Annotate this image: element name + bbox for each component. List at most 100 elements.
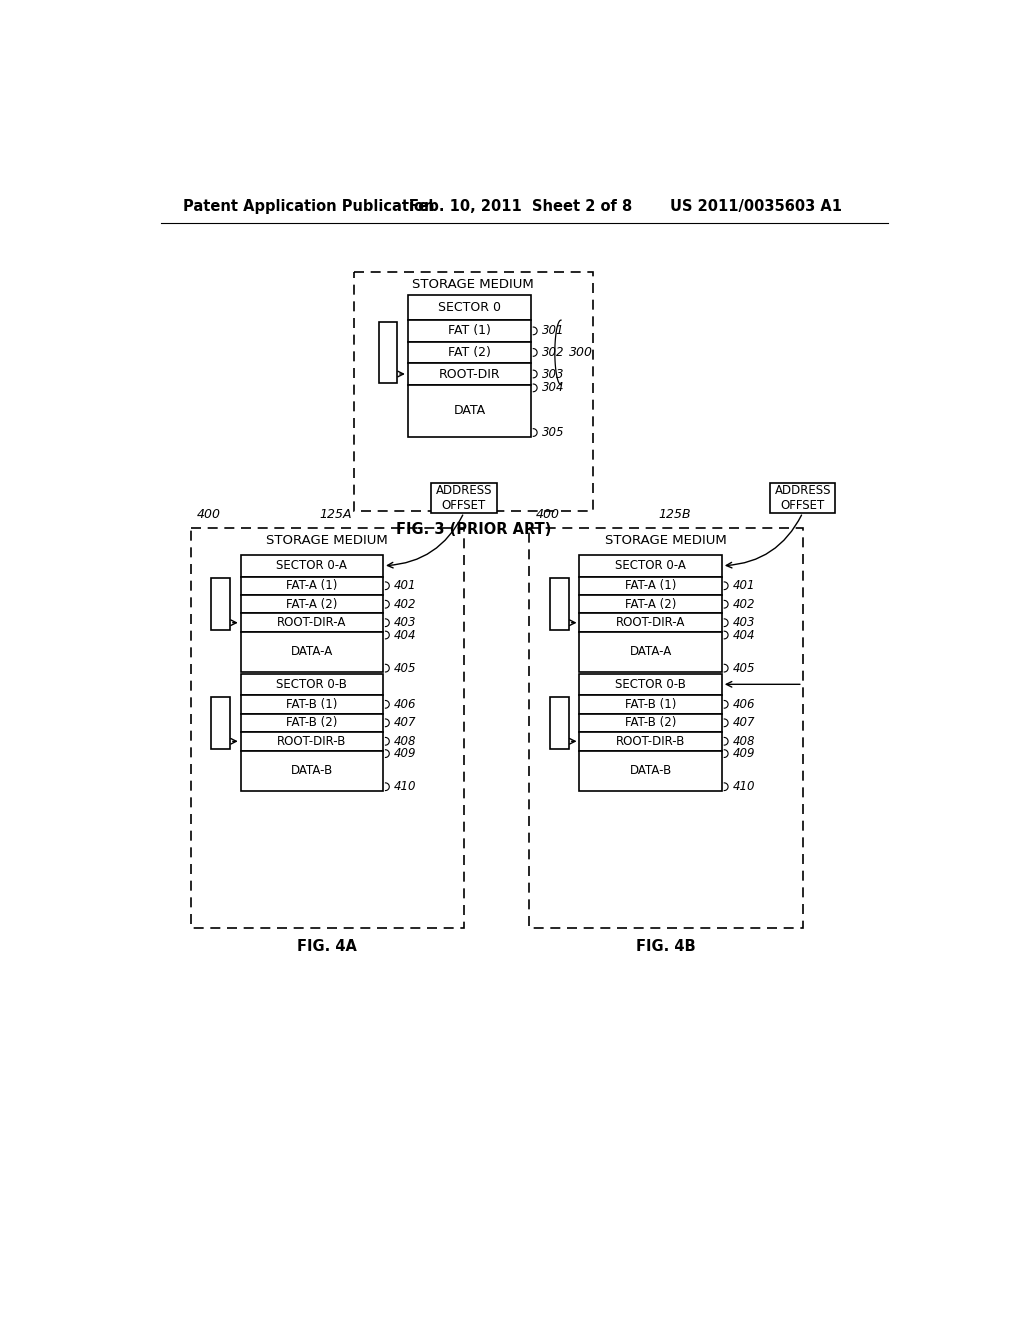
- Text: 125A: 125A: [319, 508, 352, 520]
- Text: ROOT-DIR-A: ROOT-DIR-A: [616, 616, 685, 630]
- Text: FIG. 4A: FIG. 4A: [297, 940, 357, 954]
- Text: FIG. 4B: FIG. 4B: [636, 940, 696, 954]
- Text: 403: 403: [733, 616, 756, 630]
- Text: 404: 404: [394, 628, 417, 642]
- Text: 406: 406: [733, 698, 756, 711]
- Text: DATA-A: DATA-A: [630, 645, 672, 659]
- Text: FAT-B (1): FAT-B (1): [625, 698, 677, 711]
- Text: 125B: 125B: [658, 508, 691, 520]
- Text: ROOT-DIR-A: ROOT-DIR-A: [278, 616, 346, 630]
- Bar: [580, 751, 722, 791]
- Text: SECTOR 0-B: SECTOR 0-B: [615, 677, 686, 690]
- Text: 402: 402: [394, 598, 417, 611]
- Text: 407: 407: [733, 717, 756, 730]
- Text: ROOT-DIR: ROOT-DIR: [438, 367, 500, 380]
- Text: ADDRESS
OFFSET: ADDRESS OFFSET: [436, 484, 493, 512]
- Bar: [408, 385, 531, 437]
- Text: 408: 408: [394, 735, 417, 748]
- Text: FAT-A (1): FAT-A (1): [625, 579, 677, 593]
- Text: 305: 305: [542, 426, 564, 440]
- Text: Feb. 10, 2011  Sheet 2 of 8: Feb. 10, 2011 Sheet 2 of 8: [410, 198, 633, 214]
- Text: STORAGE MEDIUM: STORAGE MEDIUM: [605, 533, 727, 546]
- Text: DATA-B: DATA-B: [630, 764, 672, 777]
- Text: SECTOR 0-B: SECTOR 0-B: [276, 677, 347, 690]
- Bar: [408, 296, 531, 321]
- Text: FAT-A (2): FAT-A (2): [286, 598, 338, 611]
- Text: FIG. 3 (PRIOR ART): FIG. 3 (PRIOR ART): [395, 521, 551, 537]
- Text: 403: 403: [394, 616, 417, 630]
- Bar: [408, 363, 531, 385]
- Bar: [550, 697, 568, 748]
- Text: DATA-A: DATA-A: [291, 645, 333, 659]
- Text: 300: 300: [569, 346, 594, 359]
- Text: DATA: DATA: [454, 404, 485, 417]
- Bar: [241, 632, 383, 672]
- Text: 400: 400: [197, 508, 221, 520]
- Bar: [408, 321, 531, 342]
- Bar: [580, 554, 722, 577]
- Text: 407: 407: [394, 717, 417, 730]
- Text: 401: 401: [394, 579, 417, 593]
- Text: 408: 408: [733, 735, 756, 748]
- Bar: [770, 483, 836, 512]
- Text: 406: 406: [394, 698, 417, 711]
- Bar: [529, 528, 803, 928]
- Bar: [241, 595, 383, 614]
- Text: 400: 400: [536, 508, 559, 520]
- Text: STORAGE MEDIUM: STORAGE MEDIUM: [413, 279, 535, 292]
- Bar: [211, 697, 230, 748]
- Bar: [241, 577, 383, 595]
- Text: 409: 409: [394, 747, 417, 760]
- Bar: [379, 322, 397, 383]
- Text: STORAGE MEDIUM: STORAGE MEDIUM: [266, 533, 388, 546]
- Text: FAT-B (2): FAT-B (2): [625, 717, 677, 730]
- Text: 409: 409: [733, 747, 756, 760]
- Bar: [408, 342, 531, 363]
- Text: ROOT-DIR-B: ROOT-DIR-B: [278, 735, 346, 748]
- Bar: [241, 614, 383, 632]
- Text: ADDRESS
OFFSET: ADDRESS OFFSET: [774, 484, 831, 512]
- Text: US 2011/0035603 A1: US 2011/0035603 A1: [670, 198, 842, 214]
- Bar: [580, 577, 722, 595]
- Bar: [580, 714, 722, 733]
- Text: Patent Application Publication: Patent Application Publication: [183, 198, 434, 214]
- Text: 404: 404: [733, 628, 756, 642]
- Bar: [580, 632, 722, 672]
- Text: 405: 405: [394, 661, 417, 675]
- Bar: [580, 733, 722, 751]
- Text: 402: 402: [733, 598, 756, 611]
- Bar: [580, 595, 722, 614]
- Bar: [190, 528, 464, 928]
- Text: FAT-A (1): FAT-A (1): [286, 579, 338, 593]
- Text: 401: 401: [733, 579, 756, 593]
- Bar: [580, 614, 722, 632]
- Bar: [241, 696, 383, 714]
- Text: 303: 303: [542, 367, 564, 380]
- Bar: [580, 673, 722, 696]
- Bar: [241, 673, 383, 696]
- Bar: [241, 751, 383, 791]
- Text: FAT (1): FAT (1): [447, 325, 490, 338]
- Text: DATA-B: DATA-B: [291, 764, 333, 777]
- Text: 405: 405: [733, 661, 756, 675]
- Bar: [354, 272, 593, 511]
- Text: 410: 410: [733, 780, 756, 793]
- Bar: [550, 578, 568, 631]
- Bar: [211, 578, 230, 631]
- Text: FAT (2): FAT (2): [447, 346, 490, 359]
- Text: SECTOR 0-A: SECTOR 0-A: [276, 560, 347, 573]
- Bar: [580, 696, 722, 714]
- Text: 304: 304: [542, 381, 564, 395]
- Text: FAT-B (1): FAT-B (1): [286, 698, 338, 711]
- Text: ROOT-DIR-B: ROOT-DIR-B: [616, 735, 685, 748]
- Text: 302: 302: [542, 346, 564, 359]
- Text: FAT-B (2): FAT-B (2): [286, 717, 338, 730]
- Text: SECTOR 0-A: SECTOR 0-A: [615, 560, 686, 573]
- Bar: [241, 714, 383, 733]
- Bar: [241, 733, 383, 751]
- Bar: [431, 483, 497, 512]
- Text: 301: 301: [542, 325, 564, 338]
- Text: SECTOR 0: SECTOR 0: [438, 301, 501, 314]
- Text: FAT-A (2): FAT-A (2): [625, 598, 677, 611]
- Text: 410: 410: [394, 780, 417, 793]
